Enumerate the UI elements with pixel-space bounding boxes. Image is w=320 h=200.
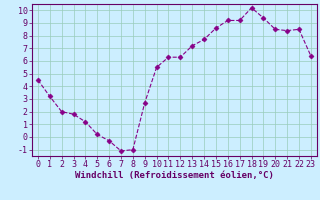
X-axis label: Windchill (Refroidissement éolien,°C): Windchill (Refroidissement éolien,°C): [75, 171, 274, 180]
